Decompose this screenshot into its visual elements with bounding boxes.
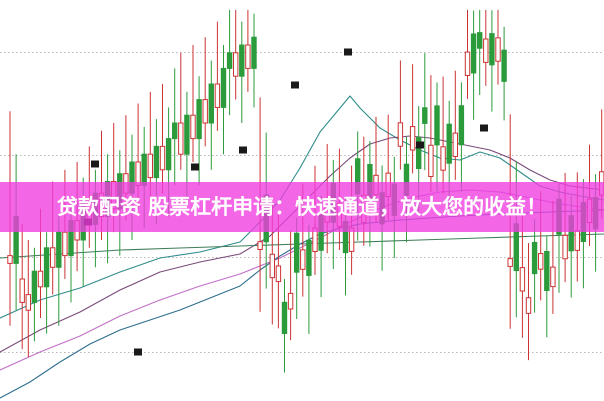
banner-text: 贷款配资 股票杠杆申请：快速通道，放大您的收益！ bbox=[56, 194, 548, 219]
candlestick bbox=[483, 9, 489, 86]
candlestick bbox=[239, 21, 245, 123]
candlestick bbox=[172, 68, 178, 186]
candlestick bbox=[19, 224, 25, 350]
candlestick bbox=[306, 224, 312, 334]
candlestick bbox=[226, 9, 233, 116]
candlestick bbox=[440, 76, 446, 194]
candlestick bbox=[434, 82, 440, 192]
candlestick bbox=[287, 230, 294, 341]
candlestick bbox=[251, 13, 257, 108]
grid-lines bbox=[0, 52, 604, 353]
candlestick bbox=[214, 21, 221, 131]
candlestick bbox=[25, 240, 32, 357]
candlestick bbox=[477, 9, 483, 96]
candlestick bbox=[56, 216, 62, 326]
candlestick bbox=[422, 53, 428, 171]
candlestick bbox=[281, 278, 288, 373]
candlestick bbox=[452, 70, 459, 180]
advertisement-banner[interactable]: 贷款配资 股票杠杆申请：快速通道，放大您的收益！ bbox=[0, 182, 604, 232]
candlestick bbox=[519, 212, 526, 338]
candlestick bbox=[31, 247, 38, 342]
candlestick bbox=[428, 75, 434, 193]
candlestick bbox=[245, 9, 251, 92]
candlestick bbox=[458, 82, 465, 192]
candlestick bbox=[501, 26, 507, 121]
candlestick bbox=[233, 9, 239, 100]
candlestick bbox=[397, 60, 404, 170]
candlestick bbox=[544, 235, 550, 338]
candlestick bbox=[470, 10, 477, 120]
candlestick bbox=[178, 52, 184, 170]
candlestick bbox=[495, 9, 501, 85]
candlestick bbox=[531, 219, 538, 313]
candlestick bbox=[489, 10, 495, 112]
candlestick bbox=[525, 243, 532, 361]
candlestick bbox=[409, 64, 416, 174]
candlestick bbox=[464, 9, 471, 99]
candlestick bbox=[208, 60, 215, 170]
candlestick bbox=[196, 76, 202, 186]
candlestick bbox=[220, 45, 227, 155]
candlestick bbox=[43, 232, 50, 334]
candlestick bbox=[202, 37, 208, 147]
candlestick bbox=[294, 217, 300, 319]
candlestick bbox=[190, 45, 196, 162]
candlestick bbox=[159, 84, 166, 194]
